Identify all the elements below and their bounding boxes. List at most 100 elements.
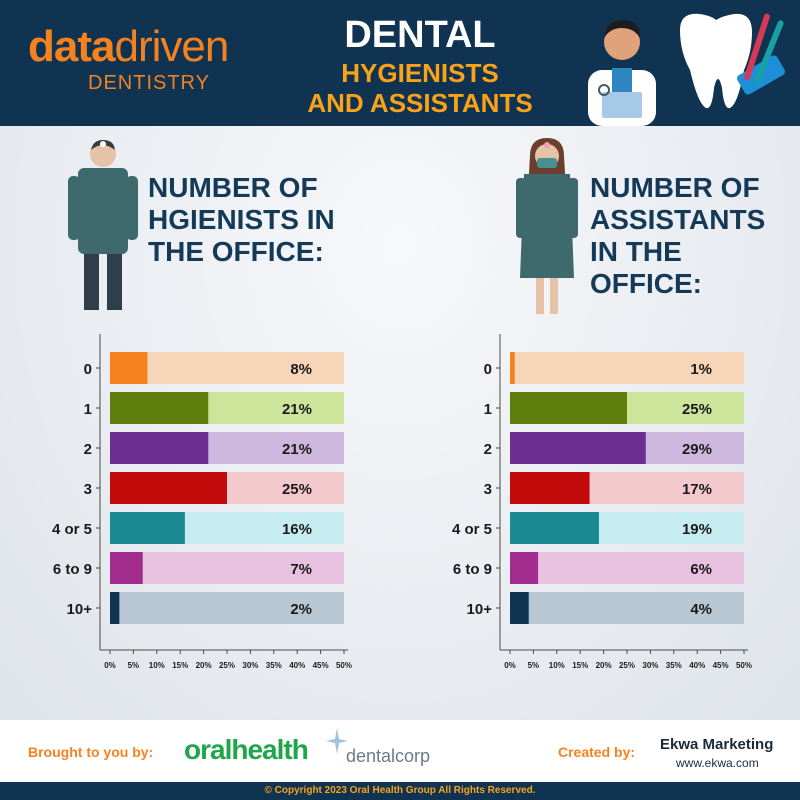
hygienists-category-label: 2	[84, 441, 92, 458]
assistants-bar-track	[510, 552, 744, 584]
assistants-value-label: 6%	[690, 561, 712, 578]
hygienists-x-tick-label: 25%	[219, 661, 235, 670]
assistants-bar	[510, 472, 590, 504]
assistants-x-tick-label: 10%	[549, 661, 565, 670]
hygienist-figure-icon	[68, 140, 138, 310]
assistants-value-label: 19%	[682, 521, 712, 538]
right-chart-heading: NUMBER OF ASSISTANTS IN THE OFFICE:	[590, 172, 800, 300]
hygienists-bar	[110, 352, 148, 384]
assistants-x-tick-label: 5%	[528, 661, 540, 670]
hygienists-value-label: 21%	[282, 441, 312, 458]
assistants-x-tick-label: 15%	[572, 661, 588, 670]
hygienists-bar-track	[110, 552, 344, 584]
left-chart-heading: NUMBER OF HGIENISTS IN THE OFFICE:	[148, 172, 335, 268]
footer-bar: Brought to you by: oralhealth dentalcorp…	[0, 720, 800, 782]
hygienists-value-label: 7%	[290, 561, 312, 578]
page-subtitle-line2: AND ASSISTANTS	[307, 88, 533, 118]
hygienists-value-label: 16%	[282, 521, 312, 538]
created-by-label: Created by:	[558, 744, 636, 760]
hygienists-x-tick-label: 35%	[266, 661, 282, 670]
assistants-category-label: 0	[484, 361, 492, 378]
assistants-bar-track	[510, 592, 744, 624]
hygienists-value-label: 2%	[290, 601, 312, 618]
hygienists-bar-track	[110, 592, 344, 624]
assistants-bar	[510, 512, 599, 544]
hygienists-bar	[110, 592, 120, 624]
hygienists-bar	[110, 552, 143, 584]
hygienists-category-label: 10+	[67, 601, 93, 618]
hygienists-value-label: 25%	[282, 481, 312, 498]
assistants-bar	[510, 432, 646, 464]
doctor-illustration-icon	[588, 20, 656, 126]
assistants-category-label: 10+	[467, 601, 493, 618]
hygienists-bar-track	[110, 352, 344, 384]
assistants-category-label: 6 to 9	[453, 561, 492, 578]
left-heading-line2: HGIENISTS IN	[148, 204, 335, 235]
hygienists-value-label: 8%	[290, 361, 312, 378]
right-heading-line2: ASSISTANTS	[590, 204, 766, 235]
hygienists-x-tick-label: 50%	[336, 661, 352, 670]
assistants-bar	[510, 592, 529, 624]
hygienists-x-tick-label: 5%	[128, 661, 140, 670]
hygienists-bar-chart: 0 8% 1 21% 2 21% 3 25% 4 or 5 16% 6 to 9 7% 10+ 2% 0% 5…	[52, 334, 352, 670]
hygienists-bar	[110, 432, 209, 464]
assistants-bar-chart: 0 1% 1 25% 2 29% 3 17% 4 or 5 19% 6 to 9 6% 10+ 4% 0% 5…	[452, 334, 752, 670]
hygienists-x-tick-label: 10%	[149, 661, 165, 670]
hygienists-x-tick-label: 40%	[289, 661, 305, 670]
hygienists-category-label: 3	[84, 481, 92, 498]
assistants-bar-track	[510, 352, 744, 384]
assistants-value-label: 4%	[690, 601, 712, 618]
logo-data-text: data	[28, 22, 115, 71]
assistants-x-tick-label: 40%	[689, 661, 705, 670]
hygienists-x-tick-label: 0%	[104, 661, 116, 670]
assistants-x-tick-label: 45%	[713, 661, 729, 670]
right-heading-line3: IN THE OFFICE:	[590, 236, 702, 299]
logo-subtitle: DENTISTRY	[88, 72, 210, 94]
left-heading-line1: NUMBER OF	[148, 172, 318, 203]
oralhealth-logo: oralhealth	[184, 734, 309, 765]
page-subtitle-line1: HYGIENISTS	[341, 58, 499, 88]
hygienists-x-tick-label: 45%	[313, 661, 329, 670]
hygienists-category-label: 1	[84, 401, 92, 418]
assistant-figure-icon	[516, 138, 578, 314]
dentalcorp-star-icon	[326, 728, 348, 754]
page-title: DENTAL	[344, 14, 496, 56]
assistants-bar	[510, 552, 539, 584]
hygienists-x-tick-label: 30%	[242, 661, 258, 670]
hygienists-x-tick-label: 15%	[172, 661, 188, 670]
assistants-bar	[510, 392, 627, 424]
assistants-category-label: 1	[484, 401, 492, 418]
assistants-category-label: 4 or 5	[452, 521, 492, 538]
assistants-x-tick-label: 25%	[619, 661, 635, 670]
logo-wordmark: datadriven	[28, 22, 229, 72]
assistants-x-tick-label: 30%	[642, 661, 658, 670]
right-heading-line1: NUMBER OF	[590, 172, 760, 203]
hygienists-bar	[110, 392, 209, 424]
assistants-value-label: 25%	[682, 401, 712, 418]
hygienists-x-tick-label: 20%	[196, 661, 212, 670]
hygienists-bar	[110, 472, 227, 504]
hygienists-category-label: 4 or 5	[52, 521, 92, 538]
assistants-value-label: 29%	[682, 441, 712, 458]
brought-by-label: Brought to you by:	[28, 744, 154, 760]
header-banner: datadriven DENTISTRY DENTAL HYGIENISTS A…	[0, 0, 800, 126]
hygienists-category-label: 0	[84, 361, 92, 378]
ekwa-url: www.ekwa.com	[676, 756, 759, 770]
assistants-x-tick-label: 35%	[666, 661, 682, 670]
copyright-bar: © Copyright 2023 Oral Health Group All R…	[0, 782, 800, 800]
ekwa-logo: Ekwa Marketing	[660, 736, 774, 753]
chart-panel: NUMBER OF HGIENISTS IN THE OFFICE: NUMBE…	[0, 126, 800, 720]
left-heading-line3: THE OFFICE:	[148, 236, 324, 267]
assistants-value-label: 1%	[690, 361, 712, 378]
logo-driven-text: driven	[114, 22, 229, 71]
assistants-x-tick-label: 20%	[596, 661, 612, 670]
hygienists-value-label: 21%	[282, 401, 312, 418]
assistants-x-tick-label: 50%	[736, 661, 752, 670]
tooth-icon	[680, 13, 785, 109]
dentalcorp-logo: dentalcorp	[346, 746, 431, 766]
assistants-category-label: 3	[484, 481, 492, 498]
hygienists-category-label: 6 to 9	[53, 561, 92, 578]
assistants-category-label: 2	[484, 441, 492, 458]
assistants-x-tick-label: 0%	[504, 661, 516, 670]
hygienists-bar	[110, 512, 185, 544]
